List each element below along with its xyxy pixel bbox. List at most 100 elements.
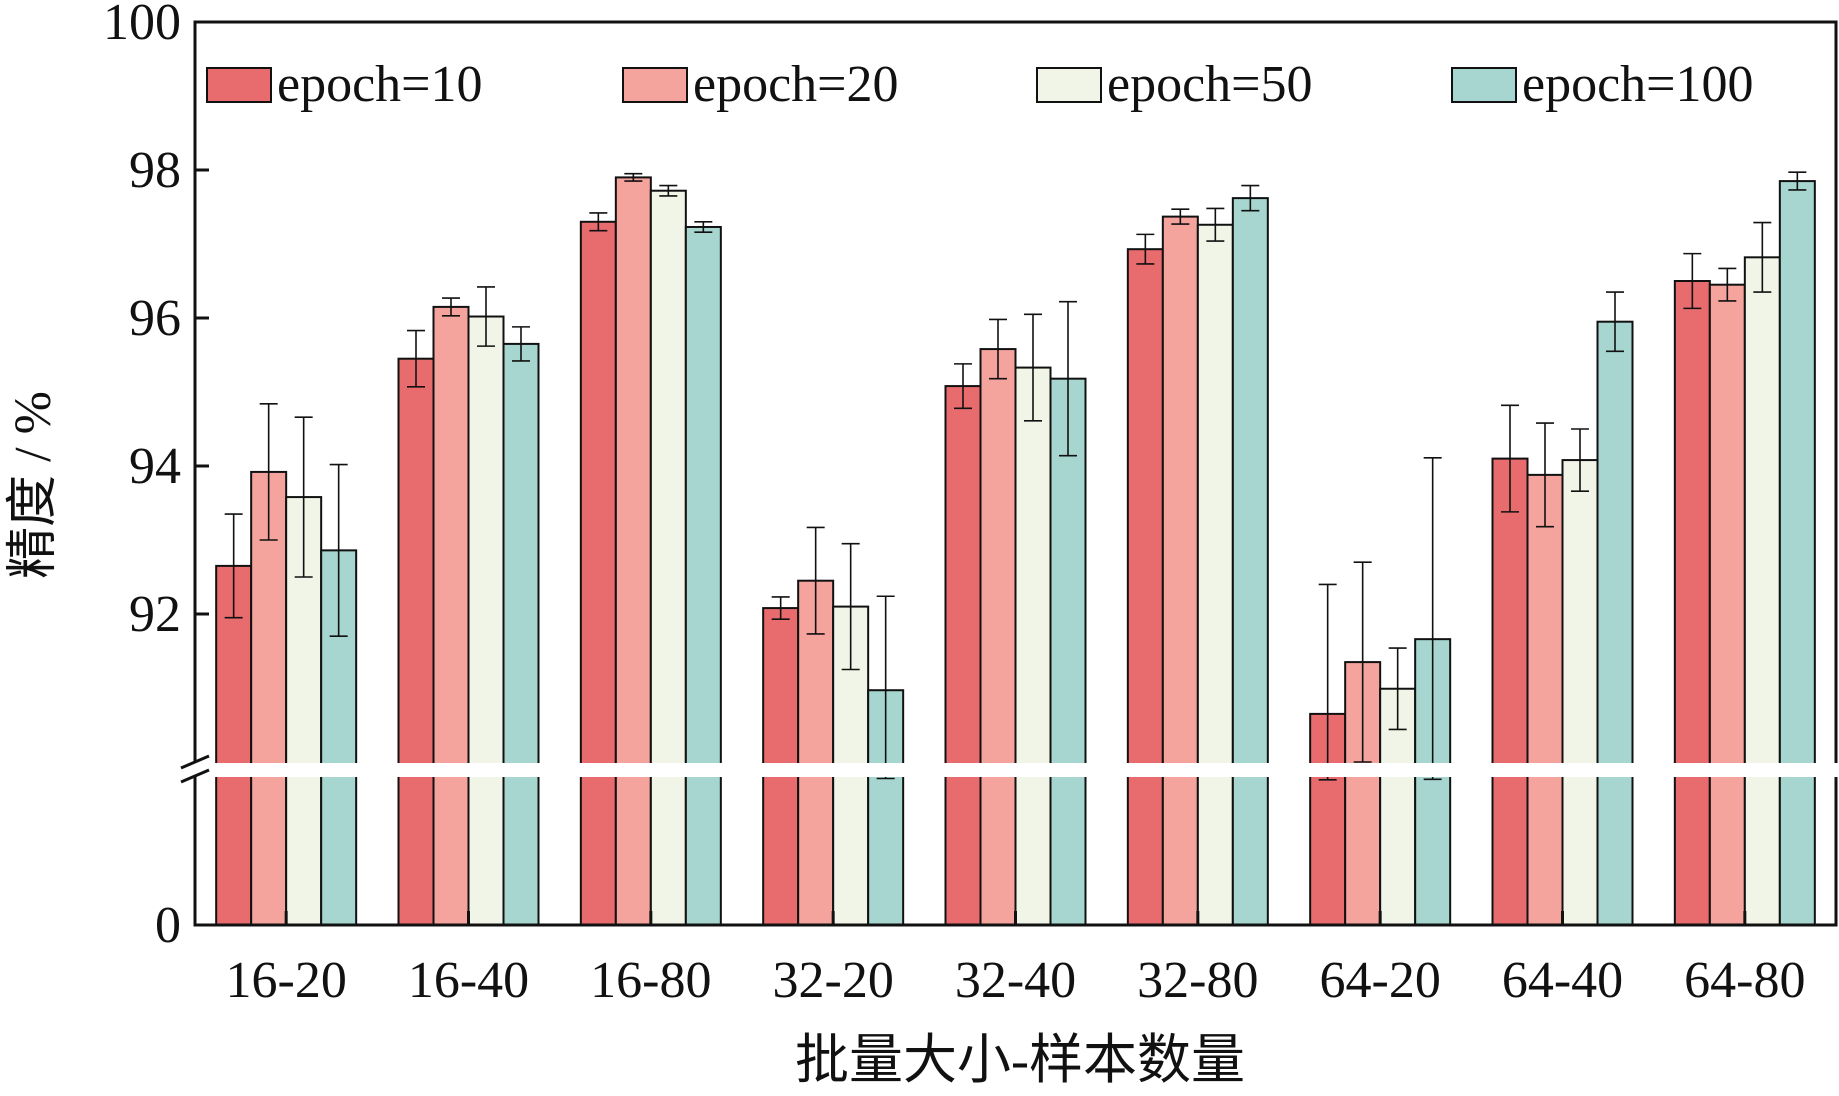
bar-epoch=20-16-40: [432, 305, 470, 926]
bar-epoch=100-32-80: [1231, 197, 1269, 926]
error-bar-epoch=20-16-40: [442, 297, 460, 317]
bar-epoch=10-16-20: [215, 564, 253, 927]
y-tick-label-100: 100: [103, 0, 181, 51]
bar-epoch=20-32-20: [797, 579, 835, 926]
error-bar-epoch=100-16-80: [694, 221, 713, 233]
error-bar-epoch=100-32-80: [1241, 184, 1260, 212]
error-bar-epoch=100-64-40: [1606, 291, 1624, 353]
error-bar-epoch=50-16-40: [477, 286, 495, 347]
x-tick-label-16-80: 16-80: [590, 952, 711, 1009]
error-bar-epoch=50-64-20: [1388, 647, 1407, 731]
bar-epoch=10-64-80: [1673, 280, 1711, 926]
y-tick-label-96: 96: [129, 290, 181, 347]
error-bar-epoch=20-32-20: [806, 526, 825, 635]
x-tick-label-32-20: 32-20: [773, 952, 894, 1009]
legend-swatch: [1036, 67, 1102, 103]
error-bar-epoch=50-32-20: [841, 542, 860, 671]
axes-layer: 92 94 96 98 100 0 16-20 16-40 16-80 32-20 32-40 32-…: [103, 0, 1839, 1009]
error-bar-epoch=10-16-20: [224, 513, 243, 619]
x-tick-label-16-20: 16-20: [226, 952, 347, 1009]
x-tick-label-64-40: 64-40: [1502, 952, 1623, 1009]
error-bar-epoch=50-64-40: [1571, 428, 1589, 492]
error-bar-epoch=100-32-40: [1059, 300, 1077, 457]
error-bar-epoch=20-16-20: [259, 403, 278, 541]
error-bar-epoch=10-32-40: [954, 363, 972, 410]
bar-epoch=100-16-40: [502, 342, 540, 926]
bar-epoch=10-16-40: [397, 357, 435, 926]
bar-epoch=10-16-80: [579, 220, 617, 927]
error-bar-epoch=20-32-40: [989, 318, 1007, 380]
x-axis-title: 批量大小-样本数量: [795, 1030, 1245, 1090]
legend: epoch=10 epoch=20 epoch=50 epoch=100: [206, 56, 1754, 113]
axis-break-mark-top: [180, 754, 210, 770]
bar-epoch=10-64-40: [1491, 457, 1529, 926]
error-bar-epoch=10-64-80: [1683, 252, 1702, 310]
y-tick-label-0: 0: [155, 897, 181, 954]
x-tick-label-64-20: 64-20: [1320, 952, 1441, 1009]
error-bar-epoch=10-16-40: [407, 329, 425, 388]
bar-epoch=50-64-80: [1743, 256, 1781, 926]
bar-epoch=100-64-80: [1778, 180, 1816, 927]
legend-item-epoch=20: epoch=20: [622, 56, 899, 113]
bars-layer: [215, 171, 1816, 927]
x-tick-label-16-40: 16-40: [408, 952, 529, 1009]
bar-epoch=50-16-40: [467, 315, 505, 926]
y-tick-label-94: 94: [129, 438, 181, 495]
error-bar-epoch=100-64-80: [1788, 171, 1807, 191]
bar-epoch=20-16-80: [614, 176, 652, 926]
error-bar-epoch=20-64-80: [1718, 267, 1737, 302]
bar-epoch=100-64-40: [1596, 320, 1634, 926]
error-bar-epoch=20-64-40: [1536, 422, 1554, 528]
error-bar-epoch=20-64-20: [1353, 561, 1372, 763]
bar-epoch=100-32-40: [1049, 377, 1087, 926]
error-bar-epoch=10-32-80: [1136, 233, 1155, 265]
bar-epoch=100-16-80: [684, 225, 722, 927]
y-tick-label-92: 92: [129, 586, 181, 643]
error-bar-epoch=50-16-20: [294, 416, 313, 578]
error-bar-epoch=10-64-20: [1318, 583, 1337, 781]
error-bar-epoch=10-16-80: [589, 212, 608, 232]
bar-epoch=10-32-40: [944, 385, 982, 926]
bar-epoch=20-64-80: [1708, 283, 1746, 926]
x-tick-label-32-80: 32-80: [1137, 952, 1258, 1009]
legend-swatch: [206, 67, 272, 103]
legend-label: epoch=50: [1107, 56, 1313, 113]
legend-label: epoch=20: [693, 56, 899, 113]
error-bar-epoch=10-32-20: [771, 596, 790, 620]
error-bar-epoch=100-16-40: [512, 326, 530, 362]
error-bar-epoch=100-16-20: [329, 463, 348, 638]
legend-label: epoch=100: [1522, 56, 1754, 113]
bar-epoch=50-32-80: [1196, 223, 1234, 926]
axis-break-mark-bottom: [180, 768, 210, 784]
error-bar-epoch=50-32-80: [1206, 207, 1225, 242]
error-bar-epoch=50-64-80: [1753, 221, 1772, 293]
bar-epoch=20-32-40: [979, 348, 1017, 926]
legend-item-epoch=50: epoch=50: [1036, 56, 1313, 113]
axis-break-band: [193, 763, 1839, 777]
x-tick-label-32-40: 32-40: [955, 952, 1076, 1009]
bar-epoch=20-64-40: [1526, 473, 1564, 926]
x-tick-label-64-80: 64-80: [1684, 952, 1805, 1009]
bar-epoch=10-32-80: [1126, 248, 1164, 926]
error-bar-epoch=50-32-40: [1024, 313, 1042, 422]
error-bar-epoch=20-16-80: [624, 172, 643, 182]
error-bar-epoch=10-64-40: [1501, 404, 1519, 513]
legend-label: epoch=10: [277, 56, 483, 113]
y-axis-title: 精度 / %: [5, 391, 62, 579]
legend-swatch: [622, 67, 688, 103]
bar-epoch=50-32-40: [1014, 366, 1052, 926]
bar-epoch=20-16-20: [250, 470, 288, 926]
y-tick-label-98: 98: [129, 142, 181, 199]
error-bar-epoch=20-32-80: [1171, 208, 1190, 225]
bar-epoch=50-16-80: [649, 189, 687, 927]
legend-swatch: [1451, 67, 1517, 103]
bar-epoch=50-64-40: [1561, 459, 1599, 926]
error-bar-epoch=100-64-20: [1423, 457, 1442, 781]
error-bar-epoch=50-16-80: [659, 184, 678, 197]
legend-item-epoch=100: epoch=100: [1451, 56, 1754, 113]
error-bar-epoch=100-32-20: [876, 595, 895, 780]
bar-epoch=20-32-80: [1161, 215, 1199, 926]
legend-item-epoch=10: epoch=10: [206, 56, 483, 113]
